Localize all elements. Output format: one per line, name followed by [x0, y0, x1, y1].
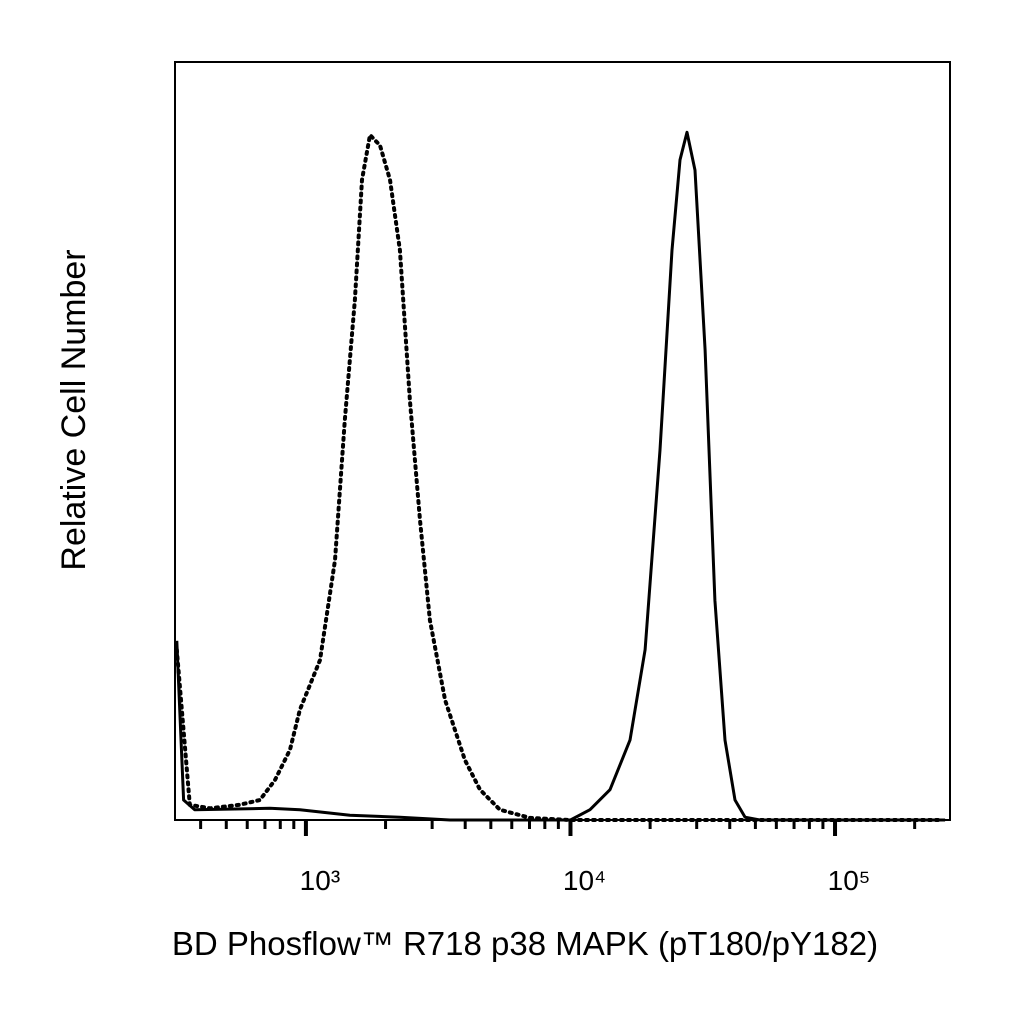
histogram-line: [174, 133, 942, 822]
x-tick-label: 10⁵: [828, 865, 871, 896]
plot-frame: [174, 61, 951, 821]
x-tick-label: 10⁴: [563, 865, 606, 896]
x-tick-label: 10³: [300, 865, 340, 896]
x-axis-label: BD Phosflow™ R718 p38 MAPK (pT180/pY182): [172, 925, 878, 962]
y-axis-label: Relative Cell Number: [55, 249, 93, 570]
histogram-line: [175, 130, 946, 822]
